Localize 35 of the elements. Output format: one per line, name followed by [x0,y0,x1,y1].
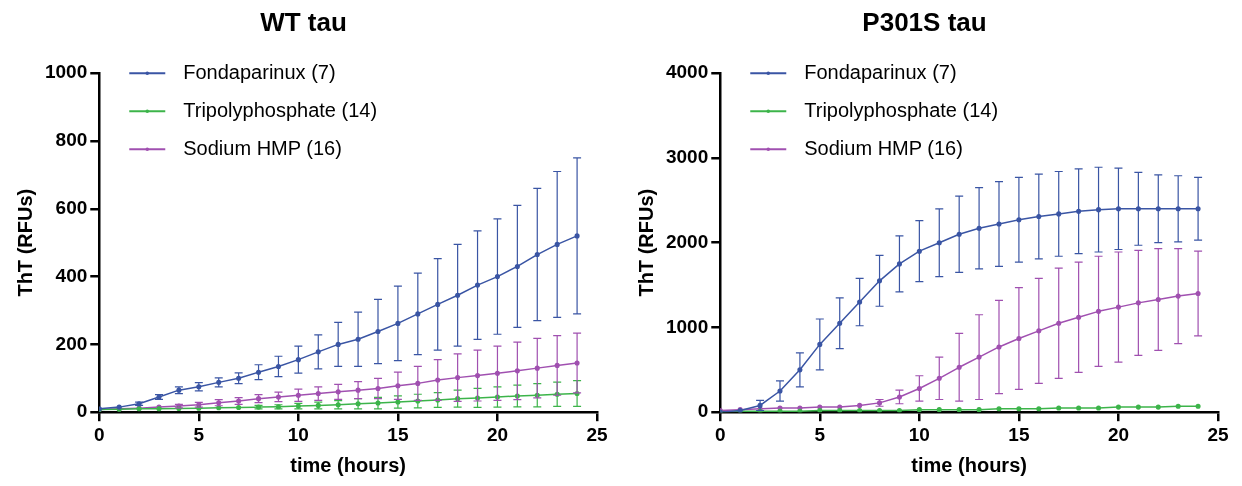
y-tick-label: 200 [55,332,88,354]
y-tick-label: 800 [55,129,88,151]
legend-label: Fondaparinux (7) [804,60,957,83]
x-tick-label: 5 [193,423,205,445]
y-tick-label: 4000 [665,61,709,83]
legend-label: Tripolyphosphate (14) [183,98,378,121]
x-axis-title: time (hours) [290,453,406,476]
legend-label: Sodium HMP (16) [183,136,342,159]
chart-title: WT tau [260,6,347,37]
x-tick-label: 10 [908,423,930,445]
y-tick-label: 400 [55,264,88,286]
y-tick-label: 1000 [44,61,88,83]
y-tick-label: 2000 [665,230,709,252]
legend-label: Tripolyphosphate (14) [804,98,999,121]
legend-label: Fondaparinux (7) [183,60,336,83]
legend-label: Sodium HMP (16) [804,136,963,159]
y-tick-label: 1000 [665,315,709,337]
y-axis-title: ThT (RFUs) [634,188,657,297]
x-tick-label: 5 [814,423,826,445]
x-tick-label: 20 [1107,423,1130,445]
x-tick-label: 0 [93,423,105,445]
x-tick-label: 10 [287,423,309,445]
x-tick-label: 25 [586,423,608,445]
y-tick-label: 0 [76,400,88,422]
x-tick-label: 25 [1207,423,1229,445]
y-tick-label: 600 [55,197,88,219]
x-tick-label: 0 [714,423,726,445]
x-axis-title: time (hours) [911,453,1027,476]
x-tick-label: 15 [387,423,409,445]
y-axis-title: ThT (RFUs) [13,188,36,297]
x-tick-label: 15 [1008,423,1030,445]
chart-title: P301S tau [862,6,987,37]
y-tick-label: 0 [697,400,709,422]
x-tick-label: 20 [486,423,509,445]
y-tick-label: 3000 [665,146,709,168]
